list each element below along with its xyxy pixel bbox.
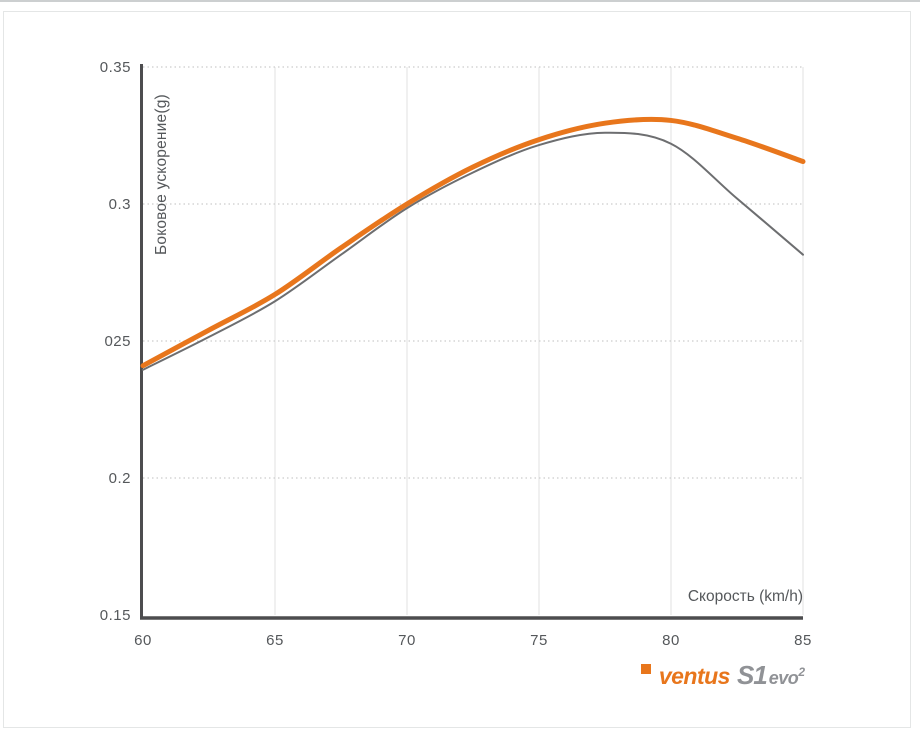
x-tick-label: 85 xyxy=(794,632,812,649)
x-tick-label: 80 xyxy=(662,632,680,649)
series-competitor-tire xyxy=(142,131,804,371)
logo-wordmark: ventus xyxy=(658,663,731,689)
y-axis-title: Боковое ускорение(g) xyxy=(153,94,170,255)
top-border-bar xyxy=(0,0,920,2)
logo-square-icon xyxy=(640,664,651,674)
x-axis-title: Скорость (km/h) xyxy=(687,588,803,605)
x-tick-label: 60 xyxy=(134,632,152,649)
series-ventus-s1-evo2 xyxy=(140,116,806,369)
y-tick-label: 0.15 xyxy=(100,607,131,624)
logo-model: S1 xyxy=(736,660,768,690)
y-tick-label: 0.2 xyxy=(109,470,131,487)
y-tick-label: 025 xyxy=(104,333,131,350)
x-tick-label: 75 xyxy=(530,632,548,649)
logo-variant: evo xyxy=(768,668,799,688)
y-tick-label: 0.35 xyxy=(100,59,131,76)
x-tick-label: 65 xyxy=(266,632,284,649)
logo-superscript: 2 xyxy=(798,665,805,679)
x-tick-label: 70 xyxy=(398,632,416,649)
ventus-logo: ventus S1 evo 2 xyxy=(640,660,805,691)
y-tick-label: 0.3 xyxy=(109,196,131,213)
